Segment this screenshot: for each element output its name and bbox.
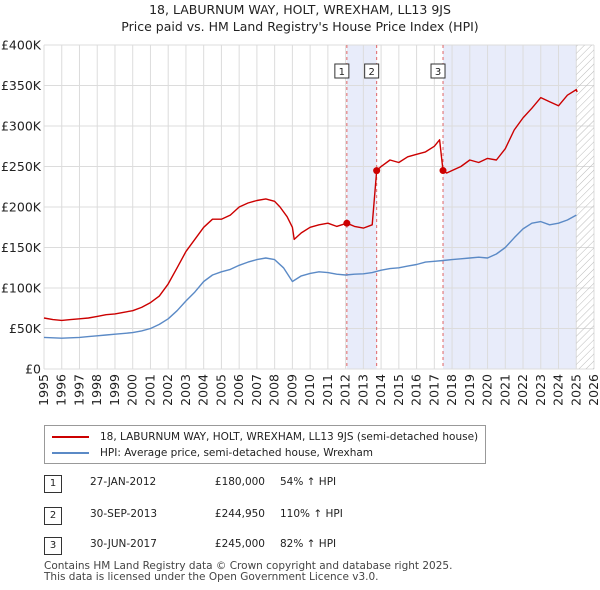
transaction-hpi-change: 54% ↑ HPI — [280, 476, 337, 488]
property-series-line — [43, 88, 578, 322]
transaction-label-text: 3 — [435, 67, 441, 78]
x-tick-label: 2022 — [515, 374, 530, 406]
x-tick-label: 2013 — [355, 374, 370, 406]
x-tick-label: 2024 — [551, 374, 566, 406]
x-tick-label: 2002 — [160, 374, 175, 406]
transaction-date: 30-JUN-2017 — [90, 538, 157, 550]
x-tick-label: 2016 — [409, 374, 424, 406]
y-tick-label: £150K — [1, 240, 42, 255]
transaction-label-box — [430, 63, 446, 79]
footer-copyright: Contains HM Land Registry data © Crown c… — [44, 560, 453, 572]
footer-note: Contains HM Land Registry data © Crown c… — [44, 561, 452, 583]
transaction-label-box — [364, 63, 380, 79]
x-tick-label: 2006 — [231, 374, 246, 406]
y-tick-label: £400K — [1, 38, 42, 53]
legend-label-hpi: HPI: Average price, semi-detached house,… — [100, 447, 374, 459]
x-tick-label: 2026 — [586, 374, 600, 406]
transaction-price: £244,950 — [214, 508, 265, 520]
x-tick-label: 2004 — [196, 374, 211, 406]
chart-subtitle: Price paid vs. HM Land Registry's House … — [121, 19, 478, 34]
transaction-number: 1 — [44, 475, 62, 493]
x-tick-label: 2023 — [533, 374, 548, 406]
x-tick-label: 2005 — [213, 374, 228, 406]
x-tick-label: 2021 — [497, 374, 512, 406]
chart-title: 18, LABURNUM WAY, HOLT, WREXHAM, LL13 9J… — [149, 2, 451, 17]
transaction-price: £180,000 — [214, 476, 265, 488]
x-tick-label: 2020 — [480, 374, 495, 406]
hatched-region — [576, 45, 594, 369]
x-tick-label: 2009 — [284, 374, 299, 406]
y-tick-label: £300K — [1, 119, 42, 134]
transaction-number: 3 — [44, 537, 62, 555]
forecast-hatch — [576, 45, 594, 369]
x-tick-label: 2018 — [444, 374, 459, 406]
transaction-date: 30-SEP-2013 — [90, 508, 158, 520]
x-tick-label: 2017 — [426, 374, 441, 406]
x-tick-label: 1998 — [89, 374, 104, 406]
x-tick-label: 2025 — [568, 374, 583, 406]
x-tick-label: 2007 — [249, 374, 264, 406]
transaction-hpi-change: 82% ↑ HPI — [280, 538, 337, 550]
y-tick-label: £250K — [1, 159, 42, 174]
transaction-marker — [343, 219, 351, 227]
y-tick-label: £0 — [25, 362, 41, 377]
transaction-marker — [373, 167, 381, 175]
transaction-label: 1 — [334, 63, 350, 79]
transaction-marker — [439, 167, 447, 175]
transaction-date: 27-JAN-2012 — [90, 476, 157, 488]
y-axis-ticks: £0 £50K £100K £150K £200K £250K £300K £350K £400… — [1, 38, 42, 377]
x-tick-label: 1996 — [54, 374, 69, 406]
transaction-label-text: 2 — [368, 67, 374, 78]
x-tick-label: 2003 — [178, 374, 193, 406]
x-tick-label: 1997 — [71, 374, 86, 406]
transaction-lines — [346, 45, 444, 369]
transaction-label: 3 — [430, 63, 446, 79]
transaction-number: 2 — [44, 507, 62, 525]
transaction-labels: 1 2 3 — [334, 63, 446, 79]
y-tick-label: £350K — [1, 78, 42, 93]
legend-swatch-hpi — [52, 452, 89, 454]
transaction-label-box — [334, 63, 350, 79]
transaction-markers — [343, 167, 447, 227]
x-tick-label: 2015 — [391, 374, 406, 406]
x-tick-label: 2011 — [320, 374, 335, 406]
transaction-label-text: 1 — [339, 67, 345, 78]
transaction-label: 2 — [364, 63, 380, 79]
y-tick-label: £50K — [9, 321, 42, 336]
x-tick-label: 2014 — [373, 374, 388, 406]
x-tick-label: 1995 — [36, 374, 51, 406]
hpi-series-line — [43, 214, 577, 339]
x-tick-label: 2012 — [338, 374, 353, 406]
transaction-hpi-change: 110% ↑ HPI — [280, 508, 343, 520]
y-tick-label: £200K — [1, 200, 42, 215]
series-lines — [43, 88, 578, 339]
legend-label-property: 18, LABURNUM WAY, HOLT, WREXHAM, LL13 9J… — [100, 431, 479, 443]
x-tick-label: 1999 — [107, 374, 122, 406]
transaction-price: £245,000 — [214, 538, 265, 550]
x-axis-ticks: 1995 1996 1997 1998 1999 2000 2001 2002 2003 2004… — [36, 374, 600, 406]
x-tick-label: 2010 — [302, 374, 317, 406]
x-tick-label: 2001 — [142, 374, 157, 406]
y-tick-label: £100K — [1, 281, 42, 296]
legend: 18, LABURNUM WAY, HOLT, WREXHAM, LL13 9J… — [44, 425, 486, 464]
price-chart: 18, LABURNUM WAY, HOLT, WREXHAM, LL13 9J… — [1, 2, 600, 406]
legend-swatch-property — [52, 436, 89, 438]
footer-license: This data is licensed under the Open Gov… — [44, 571, 379, 583]
x-tick-label: 2000 — [125, 374, 140, 406]
x-tick-label: 2008 — [267, 374, 282, 406]
x-tick-label: 2019 — [462, 374, 477, 406]
